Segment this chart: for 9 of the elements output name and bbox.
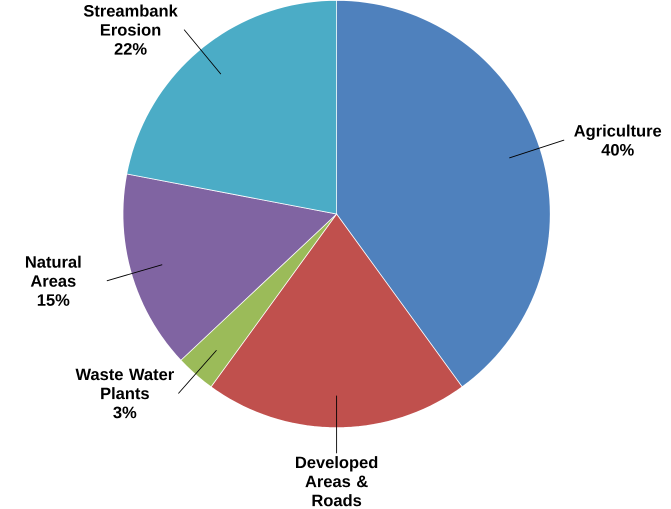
slice-label: Natural Areas — [26, 256, 81, 287]
slice-label: Agriculture — [574, 124, 662, 140]
slice-label: Waste Water Plants — [76, 368, 174, 400]
slice-label: Developed Areas & Roads — [296, 456, 378, 506]
slice-label: Streambank Erosion — [84, 4, 178, 36]
data-label: 3% — [113, 406, 136, 418]
data-label: 15% — [38, 294, 70, 306]
data-label: 40% — [601, 144, 634, 156]
data-label: 22% — [114, 43, 147, 55]
